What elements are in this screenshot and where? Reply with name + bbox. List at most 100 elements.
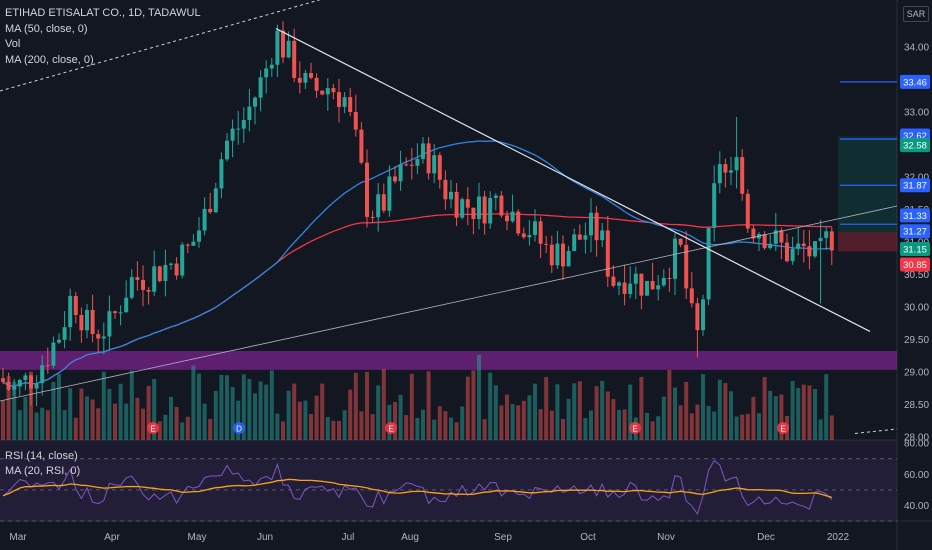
volume-bar xyxy=(538,409,543,440)
candle-body xyxy=(477,196,481,220)
candle-body xyxy=(589,212,593,236)
volume-bar xyxy=(813,389,817,440)
volume-bar xyxy=(393,402,397,440)
volume-legend[interactable]: Vol xyxy=(5,38,21,50)
volume-bar xyxy=(695,404,700,440)
price-tag-box xyxy=(900,178,930,193)
volume-bar xyxy=(460,406,465,440)
volume-bar xyxy=(353,372,358,440)
volume-bar xyxy=(577,381,582,440)
rsi-ma-legend-label[interactable]: MA (20, RSI, 0) xyxy=(5,465,81,477)
volume-bar xyxy=(45,410,50,440)
candle-body xyxy=(695,303,700,331)
candle-body xyxy=(460,199,465,218)
candle-body xyxy=(213,188,218,213)
volume-bar xyxy=(454,422,459,440)
price-tag-label: 31.27 xyxy=(903,227,927,238)
volume-bar xyxy=(359,411,364,440)
volume-bar xyxy=(527,395,532,440)
candle-body xyxy=(381,194,386,211)
volume-bar xyxy=(650,421,655,440)
candle-body xyxy=(667,277,672,279)
candle-body xyxy=(409,164,414,166)
price-tag-31-87: 31.87 xyxy=(900,178,930,193)
symbol-title[interactable]: ETIHAD ETISALAT CO., 1D, TADAWUL xyxy=(5,7,201,19)
candle-body xyxy=(628,283,633,294)
candle-body xyxy=(286,40,291,58)
volume-bar xyxy=(107,388,112,440)
rsi-line xyxy=(2,459,833,516)
volume-bar xyxy=(566,398,571,440)
volume-bar xyxy=(807,385,812,440)
candle-body xyxy=(785,242,789,262)
price-tag-box xyxy=(900,242,930,257)
volume-bar xyxy=(17,410,22,440)
candle-body xyxy=(605,230,610,277)
volume-bar xyxy=(717,379,722,440)
candle-body xyxy=(555,243,560,266)
candle-body xyxy=(465,199,470,208)
volume-bar xyxy=(370,414,375,440)
candle-body xyxy=(45,365,50,367)
candle-body xyxy=(398,164,403,182)
volume-bar xyxy=(751,396,756,440)
event-marker-0: E xyxy=(147,422,159,434)
volume-bar xyxy=(85,396,89,440)
candle-body xyxy=(583,235,588,240)
volume-bar xyxy=(376,385,381,440)
candle-body xyxy=(516,211,521,234)
candle-body xyxy=(174,263,179,276)
candle-body xyxy=(269,64,274,69)
candle-body xyxy=(611,276,616,286)
volume-bar xyxy=(314,395,319,440)
candle-body xyxy=(454,191,459,218)
candle-body xyxy=(745,193,750,229)
candle-body xyxy=(353,111,358,130)
candle-body xyxy=(303,73,308,83)
candle-body xyxy=(617,282,621,286)
candle-body xyxy=(62,327,67,340)
candle-body xyxy=(57,339,61,343)
volume-bar xyxy=(779,394,784,440)
time-axis-label: 2022 xyxy=(827,532,850,543)
volume-bar xyxy=(729,391,733,440)
candle-body xyxy=(325,88,330,95)
candle-body xyxy=(230,128,235,141)
candle-body xyxy=(101,336,106,339)
ma200-legend[interactable]: MA (200, close, 0) xyxy=(5,53,94,66)
candle-body xyxy=(337,92,341,107)
candle-body xyxy=(393,176,397,182)
volume-bar xyxy=(667,369,672,440)
volume-bar xyxy=(544,377,549,440)
volume-bar xyxy=(499,405,504,440)
rsi-legend-label[interactable]: RSI (14, close) xyxy=(5,450,78,462)
candle-body xyxy=(549,244,554,266)
event-marker-2: E xyxy=(385,422,397,434)
descending-trendline xyxy=(275,28,871,332)
volume-bar xyxy=(309,413,313,440)
volume-bar xyxy=(622,409,627,440)
candle-body xyxy=(253,97,257,107)
volume-bar xyxy=(219,374,224,440)
ma50-legend[interactable]: MA (50, close, 0) xyxy=(5,22,88,35)
volume-bar xyxy=(51,381,56,440)
volume-bar xyxy=(152,378,157,440)
candle-body xyxy=(29,375,33,389)
volume-bar xyxy=(113,403,117,440)
currency-badge[interactable]: SAR xyxy=(903,6,929,22)
volume-bar xyxy=(303,400,308,440)
candle-body xyxy=(197,230,201,242)
volume-bar xyxy=(521,400,526,440)
volume-bar xyxy=(605,391,610,440)
candle-body xyxy=(359,129,364,163)
time-axis-label: Oct xyxy=(580,532,596,543)
volume-bar xyxy=(90,399,95,440)
chart-legend: ETIHAD ETISALAT CO., 1D, TADAWUL MA (50,… xyxy=(5,6,201,68)
event-marker-1: D xyxy=(233,422,245,434)
volume-bar xyxy=(533,383,537,440)
candle-body xyxy=(488,197,493,224)
volume-bar xyxy=(745,413,750,440)
volume-bar xyxy=(342,410,347,440)
price-tick-label: 30.00 xyxy=(904,302,929,313)
